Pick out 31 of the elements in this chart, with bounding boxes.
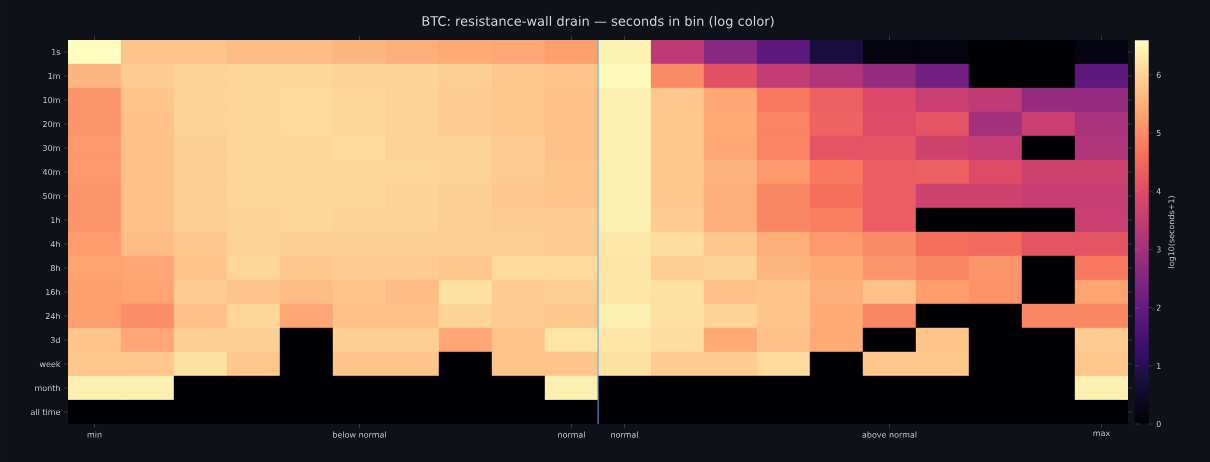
x-tick-label: above normal [862,431,917,438]
color-bar-label: 5 [1156,130,1161,137]
y-tick-label: month [35,384,60,392]
y-tick-label: 1h [51,216,60,224]
color-bar-label: 2 [1156,304,1161,311]
y-tick-label: 40m [42,168,60,176]
color-bar-label: 4 [1156,188,1161,195]
y-tick-label: 4h [50,240,60,248]
y-tick-label: 50m [43,192,60,200]
color-bar-label: 3 [1156,246,1161,253]
y-tick-label: all time [31,408,61,416]
y-tick-label: 20m [43,120,60,128]
y-tick-label: 16h [46,288,60,296]
y-tick-label: 1m [48,73,60,79]
color-bar-label: 0 [1156,420,1161,427]
y-tick-label: 1s [52,49,61,55]
y-tick-label: week [39,360,61,368]
chart-title: BTC: resistance-wall drain — seconds in bin (log color) [422,15,774,29]
color-bar-title: log10(seconds+1) [1168,196,1176,268]
x-tick-label: max [1093,431,1110,437]
x-tick-label: normal [611,431,638,438]
x-tick-label: below normal [333,431,386,438]
y-tick-label: 24h [45,312,60,320]
x-tick-label: min [87,431,102,438]
y-tick-label: 8h [50,264,60,272]
y-tick-label: 10m [43,96,60,104]
color-bar-label: 6 [1156,71,1161,78]
y-tick-label: 30m [43,144,60,152]
y-tick-label: 3d [50,336,60,344]
x-tick-label: normal [558,431,585,438]
color-bar-label: 1 [1157,362,1161,369]
